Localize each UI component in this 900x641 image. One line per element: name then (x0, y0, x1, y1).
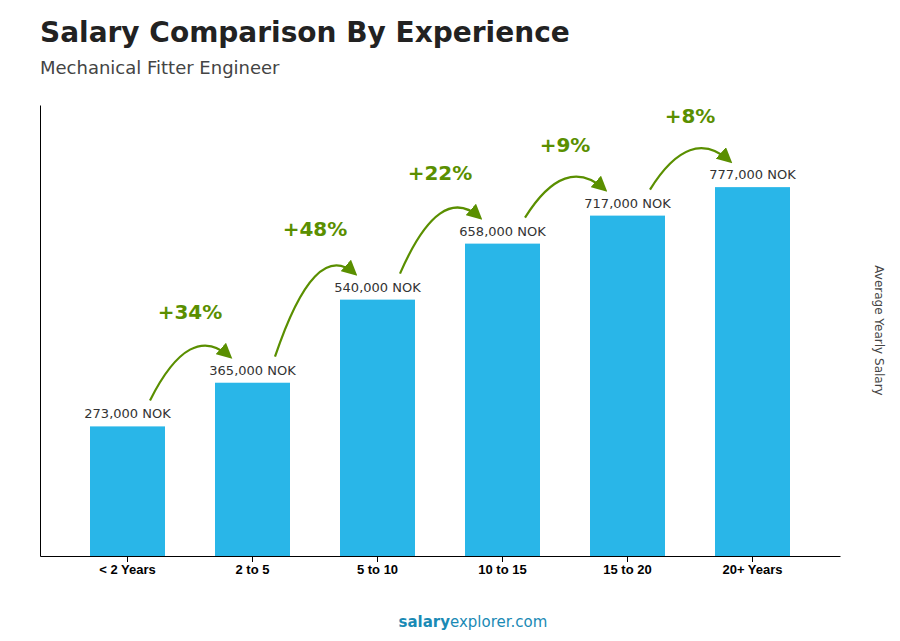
growth-label: +34% (158, 300, 223, 324)
data-labels: 273,000 NOK 365,000 NOK 540,000 NOK 658,000… (84, 167, 796, 421)
x-tick-mark (127, 556, 128, 562)
bar (340, 300, 415, 556)
x-tick-mark (502, 556, 503, 562)
x-tick-label: 5 to 10 (357, 562, 398, 577)
x-tick-mark (252, 556, 253, 562)
x-tick-label: 15 to 20 (603, 562, 651, 577)
x-tick: < 2 Years (99, 556, 156, 577)
data-label: 273,000 NOK (84, 406, 171, 421)
y-axis-title: Average Yearly Salary (872, 265, 886, 395)
bars (90, 187, 790, 556)
growth-arrow (400, 207, 480, 273)
x-tick-label: 20+ Years (722, 562, 782, 577)
title: Salary Comparison By Experience (40, 16, 570, 49)
x-tick: 10 to 15 (478, 556, 526, 577)
bar (215, 383, 290, 556)
bar (90, 426, 165, 556)
growth-arrow (525, 177, 605, 218)
x-tick: 5 to 10 (357, 556, 398, 577)
x-tick: 20+ Years (722, 556, 782, 577)
growth-label: +48% (283, 217, 348, 241)
x-tick-mark (627, 556, 628, 562)
footer-normal: explorer.com (450, 613, 547, 631)
x-tick-mark (377, 556, 378, 562)
footer-bold: salary (399, 613, 451, 631)
x-tick: 2 to 5 (236, 556, 270, 577)
growth-label: +8% (665, 104, 716, 128)
x-tick-mark (752, 556, 753, 562)
y-axis (40, 106, 41, 557)
y-axis-line (40, 106, 41, 557)
x-tick: 15 to 20 (603, 556, 651, 577)
bar (465, 244, 540, 556)
x-tick-label: < 2 Years (99, 562, 156, 577)
data-label: 717,000 NOK (584, 196, 671, 211)
growth-annotations: +34% +48% +22% +9% +8% (150, 104, 730, 400)
x-axis: < 2 Years 2 to 5 5 to 10 10 to 15 15 to 20 20… (41, 556, 841, 577)
growth-label: +22% (408, 161, 473, 185)
x-tick-label: 10 to 15 (478, 562, 526, 577)
chart: Salary Comparison By Experience Mechanica… (0, 0, 900, 641)
bar (715, 187, 790, 556)
subtitle: Mechanical Fitter Engineer (40, 57, 280, 78)
data-label: 658,000 NOK (459, 224, 546, 239)
x-axis-line (41, 556, 841, 557)
growth-arrow (150, 346, 230, 401)
bar (590, 216, 665, 556)
plot: < 2 Years 2 to 5 5 to 10 10 to 15 15 to 20 20… (41, 104, 841, 577)
data-label: 365,000 NOK (209, 363, 296, 378)
growth-label: +9% (540, 133, 591, 157)
growth-arrow (275, 265, 355, 356)
data-label: 540,000 NOK (334, 280, 421, 295)
data-label: 777,000 NOK (709, 167, 796, 182)
growth-arrow (650, 148, 730, 189)
x-tick-label: 2 to 5 (236, 562, 270, 577)
